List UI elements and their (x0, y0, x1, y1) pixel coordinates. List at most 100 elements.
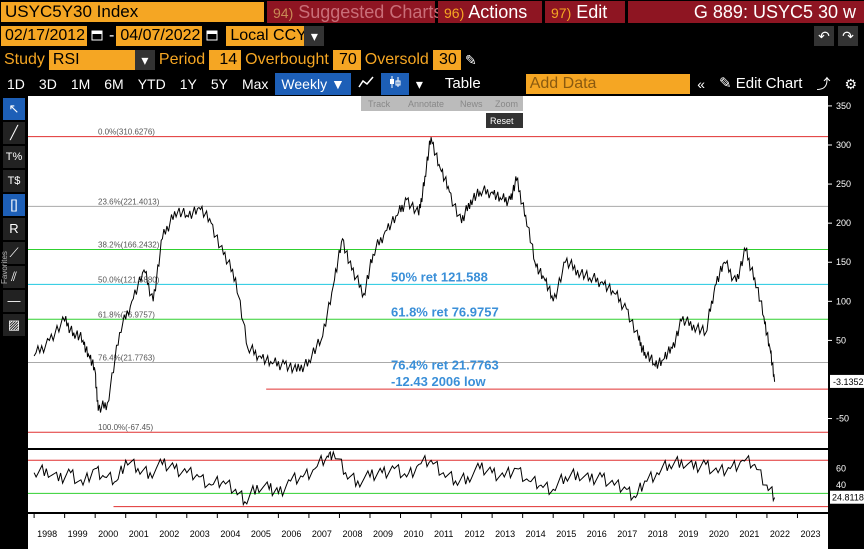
range-button-1d[interactable]: 1D (7, 76, 25, 92)
x-tick-label: 2022 (770, 529, 790, 539)
range-button-ytd[interactable]: YTD (137, 76, 166, 92)
x-tick-label: 2002 (159, 529, 179, 539)
overbought-input[interactable]: 70 (332, 50, 361, 70)
range-buttons: 1D 3D 1M 6M YTD 1Y 5Y Max (0, 73, 275, 95)
favorites-tab[interactable]: Favorites (0, 224, 9, 284)
x-tick-label: 2008 (342, 529, 362, 539)
x-tick-label: 2016 (587, 529, 607, 539)
chart-annotation: -12.43 2006 low (391, 374, 487, 389)
y-tick-label: 250 (836, 179, 851, 189)
annotate-button[interactable]: Annotate (408, 99, 444, 109)
edit-menu[interactable]: 97) Edit (545, 1, 625, 23)
add-data-input[interactable]: Add Data (525, 74, 691, 94)
study-bar: Study RSI ▾ Period 14 Overbought 70 Over… (0, 48, 864, 72)
retracement-icon[interactable]: R (3, 218, 25, 240)
fill-icon[interactable]: ▨ (3, 314, 25, 336)
chevron-down-icon[interactable]: ▾ (134, 50, 155, 70)
range-button-1y[interactable]: 1Y (179, 76, 197, 92)
y-tick-label: 350 (836, 101, 851, 111)
redo-icon[interactable]: ↷ (838, 26, 858, 46)
range-button-5y[interactable]: 5Y (210, 76, 228, 92)
table-button[interactable]: Table (444, 75, 481, 92)
range-button-6m[interactable]: 6M (104, 76, 124, 92)
study-label: Study (4, 51, 45, 68)
oversold-input[interactable]: 30 (432, 50, 461, 70)
settings-icon[interactable]: ⚙ (844, 76, 857, 92)
x-tick-label: 2004 (220, 529, 240, 539)
x-tick-label: 2019 (678, 529, 698, 539)
pencil-icon[interactable]: ✎ (464, 52, 477, 68)
rsi-panel[interactable] (28, 450, 828, 512)
x-tick-label: 2012 (465, 529, 485, 539)
calendar-icon[interactable] (87, 26, 107, 46)
last-value-box (830, 374, 864, 388)
range-button-3d[interactable]: 3D (38, 76, 57, 92)
ticker-field[interactable]: USYC5Y30 Index (1, 2, 264, 22)
x-tick-label: 1999 (68, 529, 88, 539)
bracket-icon[interactable]: [] (3, 194, 25, 216)
fib-level-label: 38.2%(166.2432) (98, 241, 160, 250)
collapse-icon[interactable]: « (697, 76, 705, 92)
x-tick-label: 2007 (312, 529, 332, 539)
chart-area[interactable]: 0.0%(310.6276) 23.6%(221.4013) 38.2%(166.2… (0, 96, 864, 549)
percent-text-icon[interactable]: T% (3, 146, 25, 168)
chart-overlay-toolbar: Track Annotate News Zoom Reset (361, 96, 523, 128)
x-tick-label: 2015 (556, 529, 576, 539)
x-tick-label: 2014 (526, 529, 546, 539)
overlay-bar (361, 96, 523, 111)
zoom-button[interactable]: Zoom (495, 99, 518, 109)
y-tick-label: -50 (836, 414, 849, 424)
edit-chart-button[interactable]: ✎ Edit Chart (718, 75, 803, 92)
menu-number: 96) (444, 5, 465, 21)
frequency-label: Weekly (281, 76, 328, 92)
reset-button[interactable]: Reset (490, 116, 514, 126)
dollar-text-icon[interactable]: T$ (3, 170, 25, 192)
rsi-series-line (33, 450, 776, 507)
chart-annotation: 61.8% ret 76.9757 (391, 304, 499, 319)
chevron-down-icon[interactable]: ▾ (415, 76, 423, 92)
rsi-y-tick-label: 60 (836, 464, 846, 474)
horizontal-line-icon[interactable]: — (3, 290, 25, 312)
news-button[interactable]: News (460, 99, 483, 109)
y-tick-label: 300 (836, 140, 851, 150)
frequency-select[interactable]: Weekly ▼ (275, 73, 351, 95)
fib-level-label: 23.6%(221.4013) (98, 197, 160, 206)
track-button[interactable]: Track (368, 99, 391, 109)
candle-chart-icon[interactable] (380, 73, 409, 95)
period-label: Period (158, 51, 206, 68)
y-tick-label: 100 (836, 296, 851, 306)
title-bar: USYC5Y30 Index 94) Suggested Charts 96) … (0, 0, 864, 24)
x-tick-label: 2003 (190, 529, 210, 539)
actions-menu[interactable]: 96) Actions (438, 1, 542, 23)
currency-select[interactable]: Local CCY (226, 26, 305, 46)
export-icon[interactable]: ⤴ (816, 76, 831, 92)
fib-level-label: 0.0%(310.6276) (98, 128, 155, 137)
y-tick-label: 150 (836, 257, 851, 267)
rsi-last-value-label: 24.8118 (832, 493, 864, 503)
start-date-input[interactable]: 02/17/2012 (1, 26, 87, 46)
trendline-icon[interactable]: ⟋ (3, 242, 25, 264)
range-button-max[interactable]: Max (241, 76, 269, 92)
study-select[interactable]: RSI (48, 50, 135, 70)
period-input[interactable]: 14 (209, 50, 242, 70)
cursor-icon[interactable]: ↖ (3, 98, 25, 120)
x-tick-label: 2009 (373, 529, 393, 539)
range-button-1m[interactable]: 1M (70, 76, 91, 92)
x-tick-label: 1998 (37, 529, 57, 539)
end-date-input[interactable]: 04/07/2022 (116, 26, 203, 46)
line-draw-icon[interactable]: ╱ (3, 122, 25, 144)
menu-label: Actions (468, 2, 528, 22)
calendar-icon[interactable] (202, 26, 222, 46)
x-tick-label: 2018 (648, 529, 668, 539)
suggested-charts-menu[interactable]: 94) Suggested Charts (267, 1, 442, 23)
reset-button-bg[interactable] (486, 113, 523, 128)
menu-number: 97) (551, 5, 572, 21)
channel-icon[interactable]: ⫽ (3, 266, 25, 288)
y-tick-label: 50 (836, 335, 846, 345)
line-chart-icon[interactable] (351, 73, 381, 95)
undo-icon[interactable]: ↶ (814, 26, 834, 46)
last-value-label: -3.1352 (833, 377, 864, 387)
x-tick-label: 2010 (404, 529, 424, 539)
chevron-down-icon[interactable]: ▾ (304, 26, 325, 46)
x-tick-label: 2023 (800, 529, 820, 539)
